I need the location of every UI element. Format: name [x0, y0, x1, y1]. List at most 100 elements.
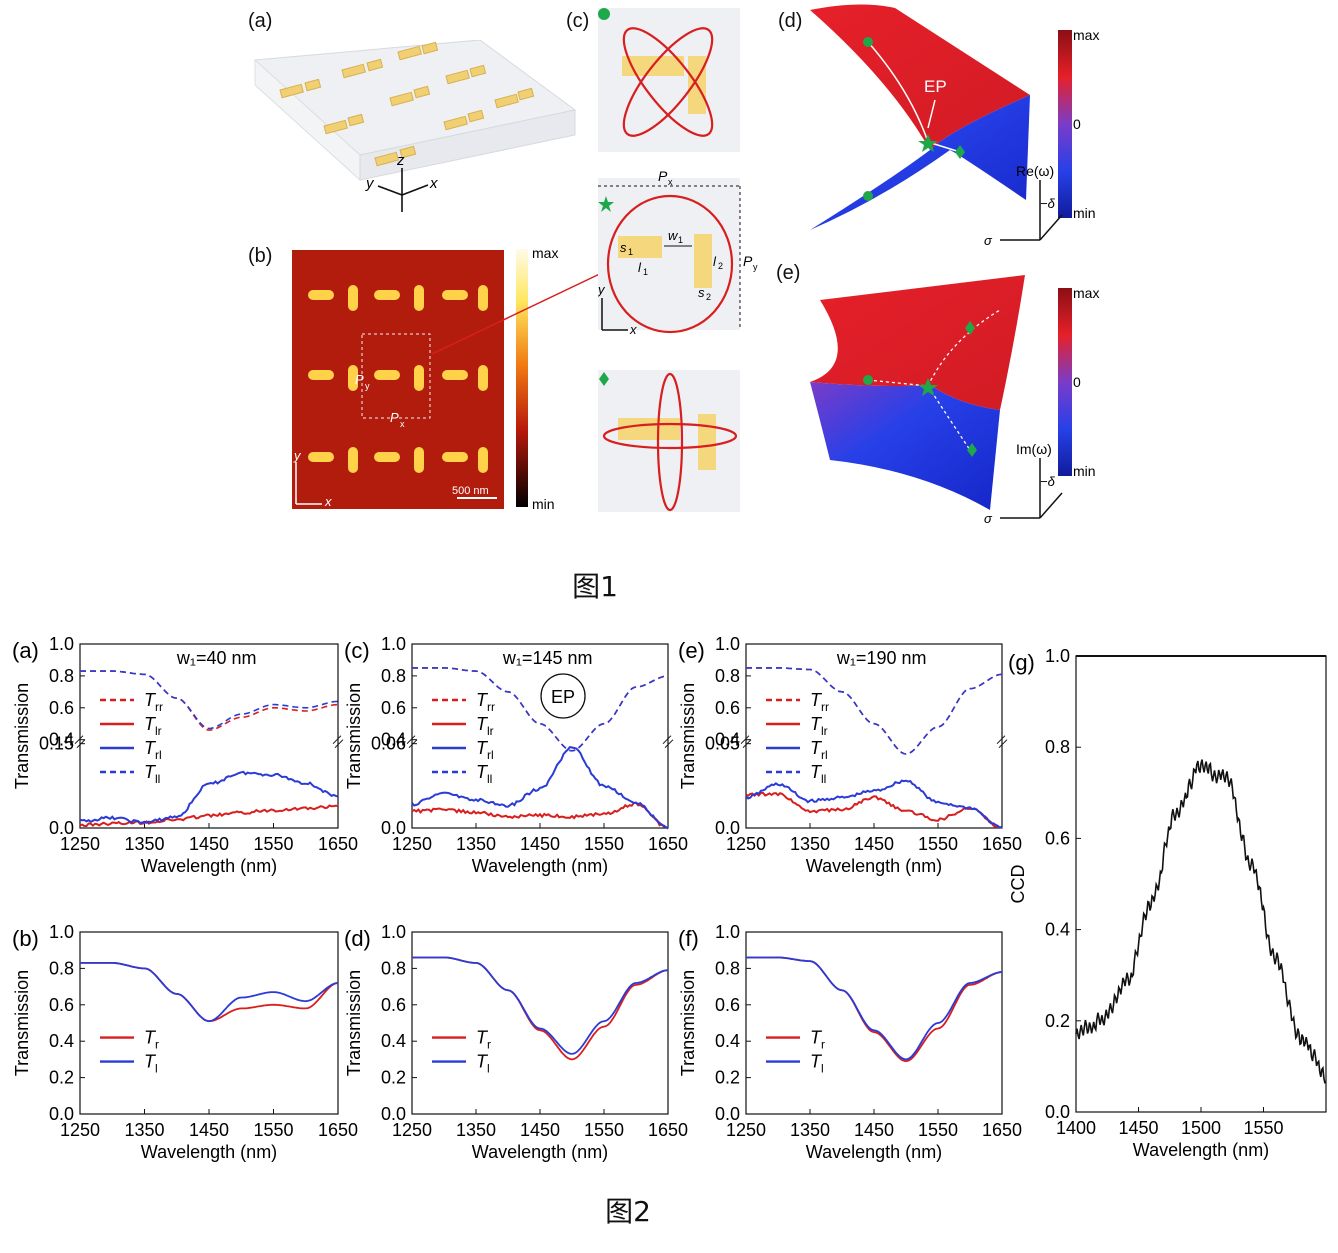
axis-break [406, 735, 416, 745]
y-tick-label: 0.2 [381, 1068, 406, 1088]
svg-text:min: min [532, 496, 555, 512]
svg-text:max: max [1073, 27, 1099, 43]
svg-text:x: x [668, 177, 673, 187]
y-tick-label: 0.0 [1045, 1102, 1070, 1122]
x-axis-label: Wavelength (nm) [472, 1142, 608, 1162]
y-tick-label: 0.6 [49, 995, 74, 1015]
svg-text:y: y [753, 262, 758, 272]
y-tick-label: 0.8 [715, 666, 740, 686]
svg-text:max: max [1073, 285, 1099, 301]
y-tick-label: 0.4 [49, 730, 74, 750]
series-line-CCD [1075, 759, 1326, 1084]
y-tick-label: 0.06 [371, 734, 406, 754]
legend-label-Tr: Tr [476, 1028, 491, 1052]
legend-label-Trl: Trl [476, 738, 494, 762]
y-tick-label: 1.0 [1045, 646, 1070, 666]
series-line-Tr [80, 962, 339, 1023]
y-tick-label: 0.4 [381, 1031, 406, 1051]
x-tick-label: 1250 [60, 834, 100, 854]
svg-text:P: P [355, 372, 364, 387]
panel-label-e: (e) [776, 262, 801, 284]
y-tick-label: 0.8 [1045, 737, 1070, 757]
series-line-Trl [411, 746, 669, 830]
y-tick-label: 1.0 [49, 922, 74, 942]
chart-c: (c) 1250 1350 1450 1550 1650 Wavelength (nm) Tr… [344, 634, 688, 876]
svg-text:2: 2 [706, 292, 711, 302]
annotation-w1: w₁=190 nm [836, 648, 927, 668]
ep-circle [540, 673, 586, 719]
y-tick-label: 0.4 [715, 730, 740, 750]
x-tick-label: 1250 [392, 834, 432, 854]
svg-text:min: min [1073, 463, 1096, 479]
legend-label-Tll: Tll [810, 762, 826, 786]
svg-text:y: y [365, 381, 370, 391]
panel-label-c: (c) [566, 10, 590, 32]
svg-text:x: x [400, 419, 405, 429]
svg-text:max: max [532, 245, 558, 261]
re-omega-surface: EP max 0 min Re(ω) −δ σ [810, 4, 1099, 248]
series-line-Tl [412, 956, 669, 1055]
x-tick-label: 1250 [60, 1120, 100, 1140]
x-tick-label: 1250 [392, 1120, 432, 1140]
x-tick-label: 1450 [854, 1120, 894, 1140]
y-tick-label: 0.4 [381, 730, 406, 750]
x-tick-label: 1650 [982, 1120, 1022, 1140]
y-tick-label: 1.0 [381, 634, 406, 654]
axis-break [998, 739, 1008, 749]
y-tick-label: 0.6 [715, 698, 740, 718]
plot-frame [1075, 655, 1327, 1113]
x-tick-label: 1350 [124, 1120, 164, 1140]
x-tick-label: 1650 [648, 834, 688, 854]
legend-label-Trl: Trl [144, 738, 162, 762]
y-tick-label: 0.0 [49, 1104, 74, 1124]
x-tick-label: 1450 [520, 834, 560, 854]
ep-label: EP [551, 687, 575, 707]
legend-label-Tr: Tr [810, 1028, 825, 1052]
y-tick-label: 0.8 [715, 958, 740, 978]
x-tick-label: 1400 [1056, 1118, 1096, 1138]
y-tick-label: 0.0 [381, 818, 406, 838]
series-line-Tll [746, 667, 1003, 755]
x-tick-label: 1500 [1181, 1118, 1221, 1138]
x-tick-label: 1550 [918, 834, 958, 854]
legend-label-Trr: Trr [810, 690, 829, 714]
annotation-w1: w₁=40 nm [176, 648, 257, 668]
annotation-w1: w₁=145 nm [502, 648, 593, 668]
series-line-Trr [412, 667, 669, 752]
y-tick-label: 1.0 [381, 922, 406, 942]
legend-label-Tr: Tr [144, 1028, 159, 1052]
y-tick-label: 0.8 [49, 958, 74, 978]
svg-text:min: min [1073, 205, 1096, 221]
panel-label: (e) [678, 638, 705, 663]
x-tick-label: 1450 [189, 834, 229, 854]
axis-break [334, 739, 344, 749]
plot-frame [411, 931, 669, 1115]
series-line-Tl [80, 962, 339, 1023]
y-tick-label: 0.8 [381, 666, 406, 686]
panel-label: (c) [344, 638, 370, 663]
legend-label-Tlr: Tlr [144, 714, 162, 738]
x-axis-label: Wavelength (nm) [472, 856, 608, 876]
legend-label-Trr: Trr [476, 690, 495, 714]
svg-text:−δ: −δ [1040, 474, 1056, 489]
svg-text:2: 2 [718, 261, 723, 271]
series-line-Tr [412, 956, 669, 1061]
y-tick-label: 0.6 [49, 698, 74, 718]
legend-label-Tl: Tl [144, 1052, 158, 1076]
x-tick-label: 1450 [520, 1120, 560, 1140]
y-axis-label: Transmission [678, 970, 698, 1076]
series-line-Tlr [411, 801, 669, 830]
im-omega-surface: max 0 min Im(ω) −δ σ [810, 275, 1099, 526]
y-tick-label: 0.8 [381, 958, 406, 978]
y-tick-label: 0.0 [715, 1104, 740, 1124]
axis-break [408, 739, 418, 749]
svg-text:Im(ω): Im(ω) [1016, 441, 1052, 457]
green-star-icon [598, 196, 614, 212]
svg-text:σ: σ [984, 511, 993, 526]
x-tick-label: 1350 [790, 834, 830, 854]
y-tick-label: 0.6 [381, 995, 406, 1015]
y-axis-label: Transmission [344, 683, 364, 789]
svg-text:1: 1 [628, 247, 633, 257]
figure-1-caption: 图1 [572, 570, 618, 603]
